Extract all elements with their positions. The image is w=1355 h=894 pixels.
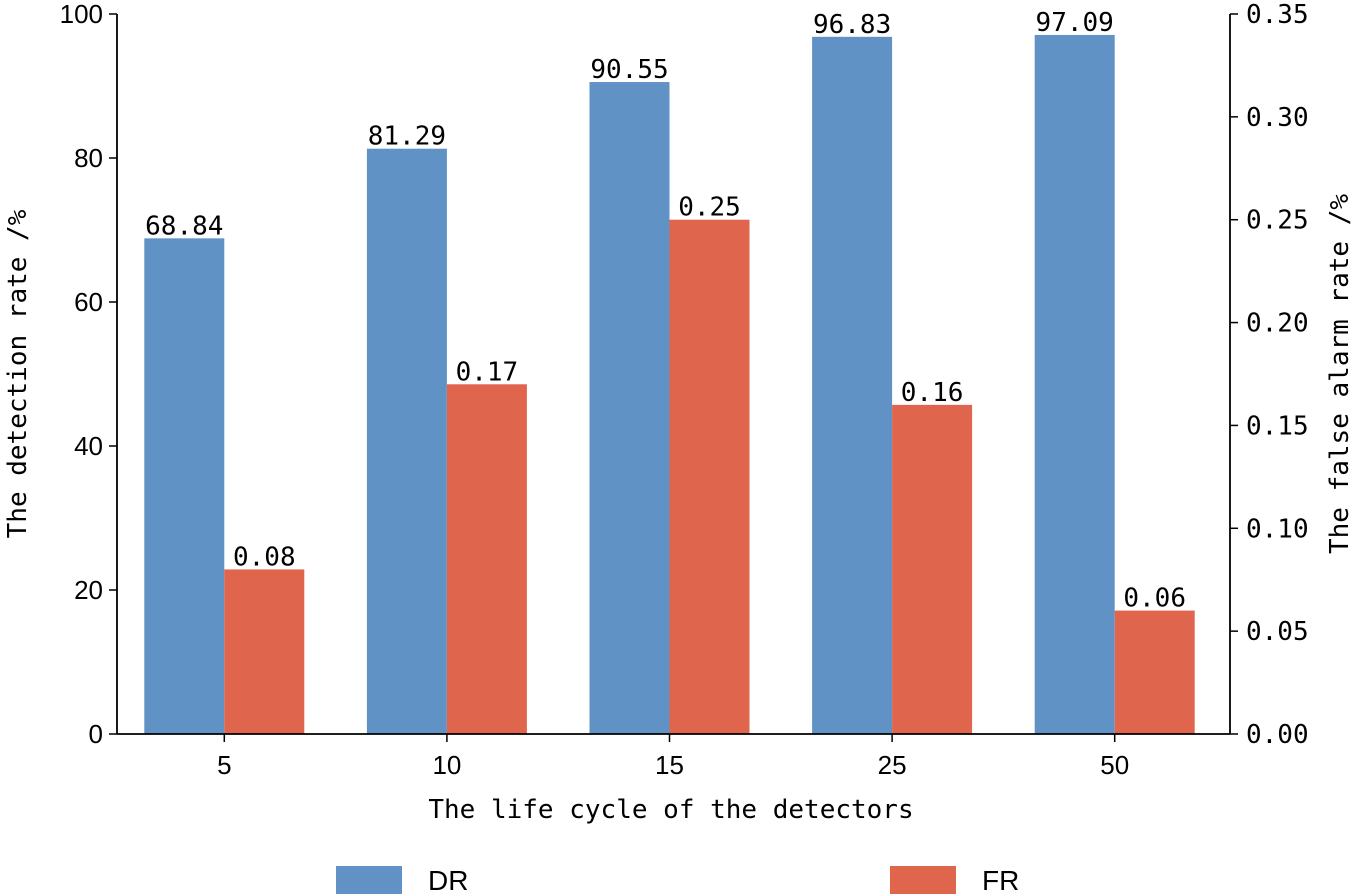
- bar-dr-25: [812, 36, 893, 735]
- legend-label-fr: FR: [982, 865, 1019, 894]
- bars-layer: [144, 34, 1195, 735]
- bar-fr-10: [446, 384, 527, 734]
- y-left-tick-label: 0: [89, 719, 103, 749]
- data-label-fr-5: 0.08: [233, 542, 296, 572]
- legend-label-dr: DR: [428, 865, 468, 894]
- x-tick-label: 25: [878, 750, 907, 780]
- y-left-tick-label: 20: [74, 575, 103, 605]
- bar-fr-25: [892, 404, 973, 734]
- data-label-dr-5: 68.84: [145, 211, 223, 241]
- y-right-tick-label: 0.20: [1246, 309, 1309, 339]
- bar-dr-10: [366, 148, 447, 734]
- y-axis-left-title: The detection rate /%: [3, 209, 33, 538]
- y-right-tick-label: 0.35: [1246, 0, 1309, 30]
- data-label-dr-50: 97.09: [1036, 8, 1114, 38]
- x-tick-label: 50: [1100, 750, 1129, 780]
- y-right-tick-label: 0.10: [1246, 514, 1309, 544]
- x-axis-title: The life cycle of the detectors: [428, 795, 913, 825]
- data-labels-layer: 68.84 0.08 81.29 0.17 90.55 0.25 96.83 0.16 97.0…: [145, 8, 1186, 614]
- bar-fr-15: [669, 219, 750, 734]
- data-label-dr-10: 81.29: [368, 122, 446, 152]
- x-tick-label: 15: [655, 750, 684, 780]
- y-left-tick-label: 80: [74, 143, 103, 173]
- data-label-fr-10: 0.17: [456, 357, 519, 387]
- data-label-fr-15: 0.25: [678, 193, 741, 223]
- bar-fr-5: [224, 569, 305, 734]
- data-label-fr-50: 0.06: [1123, 584, 1186, 614]
- y-axis-right-title: The false alarm rate /%: [1325, 194, 1355, 554]
- y-right-tick-label: 0.00: [1246, 720, 1309, 750]
- legend-swatch-dr: [336, 866, 402, 894]
- axes-layer: [116, 14, 1231, 735]
- legend: DR FR: [336, 865, 1019, 894]
- x-tick-label: 10: [432, 750, 461, 780]
- x-tick-label: 5: [217, 750, 231, 780]
- data-label-dr-15: 90.55: [590, 55, 668, 85]
- y-right-tick-label: 0.25: [1246, 206, 1309, 236]
- bar-dr-50: [1034, 34, 1115, 734]
- data-label-fr-25: 0.16: [901, 378, 964, 408]
- data-label-dr-25: 96.83: [813, 10, 891, 40]
- y-right-tick-label: 0.05: [1246, 617, 1309, 647]
- y-left-tick-label: 60: [74, 287, 103, 317]
- ticks-layer: 5 10 15 25 50 0 20 40 60 80 100 0.00 0.05 0.10 0.15 0.2…: [60, 0, 1309, 780]
- y-right-tick-label: 0.30: [1246, 103, 1309, 133]
- bar-dr-5: [144, 238, 225, 735]
- y-left-tick-label: 100: [60, 0, 103, 29]
- legend-swatch-fr: [890, 866, 956, 894]
- bar-dr-15: [589, 82, 670, 735]
- bar-fr-50: [1114, 610, 1195, 734]
- y-right-tick-label: 0.15: [1246, 411, 1309, 441]
- y-left-tick-label: 40: [74, 431, 103, 461]
